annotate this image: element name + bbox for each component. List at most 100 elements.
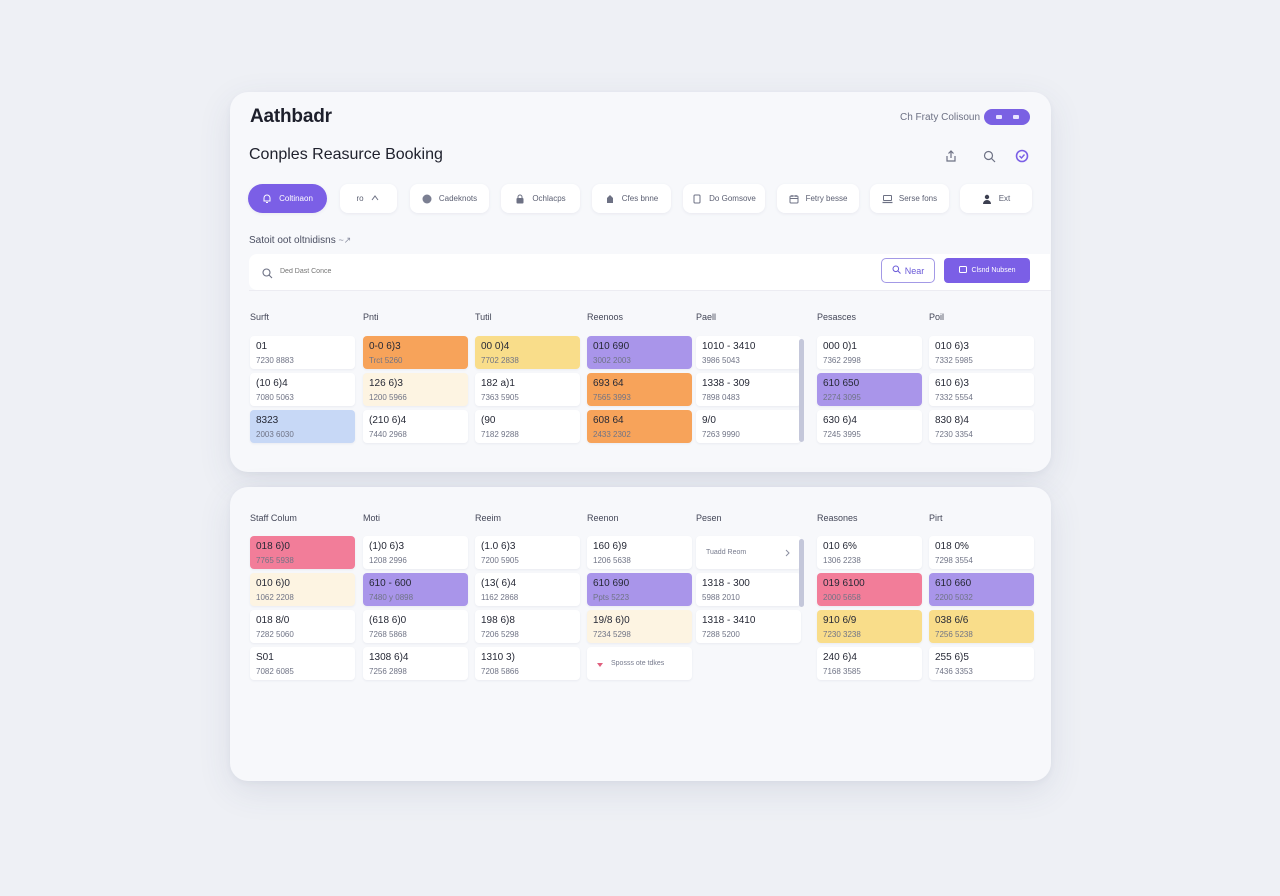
booking-slot[interactable]: (1.0 6)3 7200 5905 bbox=[475, 536, 580, 569]
bell-icon bbox=[262, 193, 272, 204]
slot-detail: 1306 2238 bbox=[823, 556, 861, 565]
person-icon bbox=[982, 194, 992, 204]
header-link[interactable]: Ch Fraty Colisoun bbox=[900, 112, 981, 123]
booking-slot[interactable]: 1310 3) 7208 5866 bbox=[475, 647, 580, 680]
slot-detail: 3986 5043 bbox=[702, 356, 740, 365]
slot-time: 8323 bbox=[256, 415, 279, 426]
booking-slot[interactable]: 19/8 6)0 7234 5298 bbox=[587, 610, 692, 643]
booking-slot[interactable]: (210 6)4 7440 2968 bbox=[363, 410, 468, 443]
booking-slot[interactable]: 8323 2003 6030 bbox=[250, 410, 355, 443]
booking-slot[interactable]: S01 7082 6085 bbox=[250, 647, 355, 680]
slot-detail: 7200 5905 bbox=[481, 556, 519, 565]
booking-slot[interactable]: 018 8/0 7282 5060 bbox=[250, 610, 355, 643]
chevron-icon bbox=[371, 194, 381, 204]
booking-slot[interactable]: 038 6/6 7256 5238 bbox=[929, 610, 1034, 643]
column-header: Poil bbox=[929, 312, 945, 322]
check-circle-icon[interactable] bbox=[1014, 148, 1030, 164]
booking-slot[interactable]: 693 64 7565 3993 bbox=[587, 373, 692, 406]
booking-slot[interactable]: 010 6)0 1062 2208 bbox=[250, 573, 355, 606]
booking-slot[interactable]: 126 6)3 1200 5966 bbox=[363, 373, 468, 406]
slot-detail: 7702 2838 bbox=[481, 356, 519, 365]
booking-slot[interactable]: 1010 - 3410 3986 5043 bbox=[696, 336, 801, 369]
booking-slot[interactable]: 1338 - 309 7898 0483 bbox=[696, 373, 801, 406]
booking-slot[interactable]: 1308 6)4 7256 2898 bbox=[363, 647, 468, 680]
view-toggle[interactable] bbox=[984, 109, 1030, 125]
booking-slot[interactable]: 610 - 600 7480 y 0898 bbox=[363, 573, 468, 606]
search-icon bbox=[892, 265, 901, 276]
empty-slot bbox=[696, 647, 801, 680]
booking-slot[interactable]: 000 0)1 7362 2998 bbox=[817, 336, 922, 369]
slot-detail: 7256 5238 bbox=[935, 630, 973, 639]
filter-chip-5[interactable]: Do Gomsove bbox=[683, 184, 765, 213]
booking-slot[interactable]: 610 650 2274 3095 bbox=[817, 373, 922, 406]
booking-slot[interactable]: 010 6)3 7332 5985 bbox=[929, 336, 1034, 369]
booking-slot[interactable]: 160 6)9 1206 5638 bbox=[587, 536, 692, 569]
column-header: Reasones bbox=[817, 513, 858, 523]
booking-slot[interactable]: 198 6)8 7206 5298 bbox=[475, 610, 580, 643]
filter-chip-3[interactable]: Ochlacps bbox=[501, 184, 580, 213]
booking-slot[interactable]: 01 7230 8883 bbox=[250, 336, 355, 369]
booking-slot[interactable]: 019 6100 2000 5658 bbox=[817, 573, 922, 606]
search-icon[interactable] bbox=[981, 148, 997, 164]
filter-chip-2[interactable]: Cadeknots bbox=[410, 184, 489, 213]
slot-time: 010 6% bbox=[823, 541, 857, 552]
booking-slot[interactable]: 910 6/9 7230 3238 bbox=[817, 610, 922, 643]
booking-slot[interactable]: 010 6% 1306 2238 bbox=[817, 536, 922, 569]
add-room-button[interactable]: Tuadd Reom bbox=[696, 536, 801, 569]
booking-slot[interactable]: (13( 6)4 1162 2868 bbox=[475, 573, 580, 606]
circle-icon bbox=[422, 194, 432, 204]
booking-slot[interactable]: (1)0 6)3 1208 2996 bbox=[363, 536, 468, 569]
booking-slot[interactable]: (10 6)4 7080 5063 bbox=[250, 373, 355, 406]
slot-detail: 7440 2968 bbox=[369, 430, 407, 439]
slot-time: 1318 - 300 bbox=[702, 578, 750, 589]
booking-slot[interactable]: 010 690 3002 2003 bbox=[587, 336, 692, 369]
slot-detail: 7082 6085 bbox=[256, 667, 294, 676]
section-label-text: Satoit oot oltnidisns bbox=[249, 235, 336, 246]
near-button[interactable]: Near bbox=[881, 258, 935, 283]
slot-time: 610 660 bbox=[935, 578, 972, 589]
booking-slot[interactable]: 00 0)4 7702 2838 bbox=[475, 336, 580, 369]
booking-slot[interactable]: 255 6)5 7436 3353 bbox=[929, 647, 1034, 680]
booking-slot[interactable]: (90 7182 9288 bbox=[475, 410, 580, 443]
scrollbar[interactable] bbox=[799, 339, 804, 442]
booking-slot[interactable]: 018 6)0 7765 5938 bbox=[250, 536, 355, 569]
booking-slot[interactable]: 182 a)1 7363 5905 bbox=[475, 373, 580, 406]
booking-slot[interactable]: 610 6)3 7332 5554 bbox=[929, 373, 1034, 406]
filter-chip-1[interactable]: ro bbox=[340, 184, 397, 213]
slot-time: 9/0 bbox=[702, 415, 716, 426]
primary-button[interactable]: Clsnd Nubsen bbox=[944, 258, 1030, 283]
expand-slots-button[interactable]: Sposss ote tdkes bbox=[587, 647, 692, 680]
booking-slot[interactable]: 9/0 7263 9990 bbox=[696, 410, 801, 443]
search-input[interactable] bbox=[280, 264, 660, 278]
booking-slot[interactable]: 610 660 2200 5032 bbox=[929, 573, 1034, 606]
slot-detail: 7288 5200 bbox=[702, 630, 740, 639]
booking-slot[interactable]: (618 6)0 7268 5868 bbox=[363, 610, 468, 643]
filter-chip-4[interactable]: Cfes bnne bbox=[592, 184, 671, 213]
booking-slot[interactable]: 1318 - 3410 7288 5200 bbox=[696, 610, 801, 643]
filter-chip-0[interactable]: Coltinaon bbox=[248, 184, 327, 213]
slot-detail: 2003 6030 bbox=[256, 430, 294, 439]
slot-detail: 7565 3993 bbox=[593, 393, 631, 402]
filter-chip-7[interactable]: Serse fons bbox=[870, 184, 949, 213]
filter-chip-6[interactable]: Fetry besse bbox=[777, 184, 859, 213]
slot-time: 608 64 bbox=[593, 415, 624, 426]
booking-slot[interactable]: 1318 - 300 5988 2010 bbox=[696, 573, 801, 606]
booking-slot[interactable]: 0-0 6)3 Trct 5260 bbox=[363, 336, 468, 369]
slot-detail: 1200 5966 bbox=[369, 393, 407, 402]
booking-slot[interactable]: 830 8)4 7230 3354 bbox=[929, 410, 1034, 443]
page-title: Conples Reasurce Booking bbox=[249, 146, 443, 163]
scrollbar[interactable] bbox=[799, 539, 804, 607]
slot-time: 240 6)4 bbox=[823, 652, 857, 663]
booking-slot[interactable]: 018 0% 7298 3554 bbox=[929, 536, 1034, 569]
filter-label: Ochlacps bbox=[532, 194, 566, 203]
slot-time: 255 6)5 bbox=[935, 652, 969, 663]
booking-slot[interactable]: 630 6)4 7245 3995 bbox=[817, 410, 922, 443]
slot-time: 910 6/9 bbox=[823, 615, 857, 626]
booking-slot[interactable]: 240 6)4 7168 3585 bbox=[817, 647, 922, 680]
filter-chip-8[interactable]: Ext bbox=[960, 184, 1032, 213]
booking-slot[interactable]: 608 64 2433 2302 bbox=[587, 410, 692, 443]
booking-slot[interactable]: 610 690 Ppts 5223 bbox=[587, 573, 692, 606]
slot-time: 630 6)4 bbox=[823, 415, 857, 426]
slot-detail: 7182 9288 bbox=[481, 430, 519, 439]
share-icon[interactable] bbox=[943, 148, 959, 164]
